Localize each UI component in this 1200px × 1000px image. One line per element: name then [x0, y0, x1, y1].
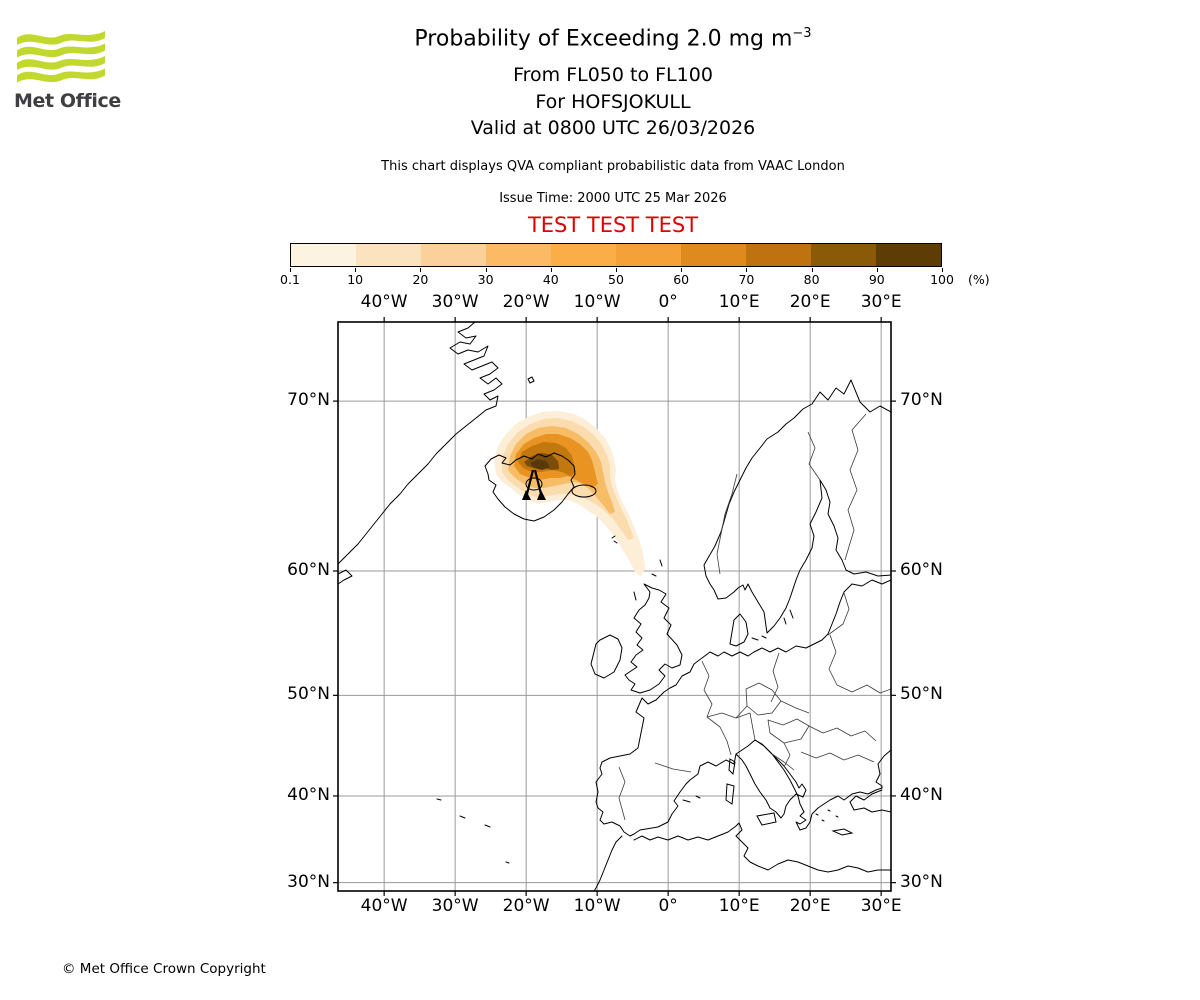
lon-label-top: 20°W: [502, 292, 550, 312]
lat-label-left: 30°N: [287, 871, 330, 892]
colorbar-tick: [485, 268, 487, 272]
lon-label-top: 30°W: [431, 292, 479, 312]
ash-plume: [494, 411, 645, 576]
colorbar-tick: [420, 268, 422, 272]
colorbar-tick-label: 10: [347, 272, 364, 287]
graticule: [338, 322, 891, 891]
lon-label-bottom: 30°W: [431, 896, 479, 916]
colorbar-tick-label: 80: [803, 272, 820, 287]
test-banner: TEST TEST TEST: [527, 213, 699, 237]
lat-label-right: 30°N: [900, 871, 943, 892]
colorbar-tick-label: 50: [608, 272, 624, 287]
plume-level-90: [530, 459, 550, 470]
lat-label-left: 40°N: [287, 784, 330, 805]
lat-label-right: 50°N: [900, 684, 943, 705]
lon-label-bottom: 40°W: [360, 896, 408, 916]
colorbar-tick: [876, 268, 878, 272]
lat-label-right: 70°N: [900, 390, 943, 411]
colorbar-segment: [811, 244, 876, 266]
title-text: Probability of Exceeding 2.0 mg m: [414, 26, 793, 52]
colorbar-segment: [681, 244, 746, 266]
map-canvas: [333, 317, 896, 896]
country-borders: [618, 413, 892, 821]
lat-label-right: 40°N: [900, 784, 943, 805]
colorbar-tick-label: 0.1: [280, 272, 300, 287]
met-office-logo: [15, 28, 135, 88]
lat-label-left: 50°N: [287, 684, 330, 705]
map-frame: [337, 321, 892, 892]
colorbar-segment: [551, 244, 616, 266]
colorbar-tick: [681, 268, 683, 272]
lon-label-top: 20°E: [789, 292, 831, 312]
colorbar-segment: [291, 244, 356, 266]
lon-label-bottom: 10°W: [573, 896, 621, 916]
colorbar-tick-label: 40: [542, 272, 559, 287]
map-axis-ticks: [333, 317, 896, 896]
colorbar-tick-label: 30: [477, 272, 494, 287]
lon-label-top: 10°W: [573, 292, 621, 312]
colorbar-segment: [486, 244, 551, 266]
met-office-logo-text: Met Office: [14, 90, 121, 112]
colorbar-tick: [616, 268, 617, 272]
lon-label-bottom: 30°E: [860, 896, 902, 916]
colorbar-segment: [616, 244, 681, 266]
copyright-notice: © Met Office Crown Copyright: [62, 961, 266, 977]
colorbar-tick: [942, 268, 943, 272]
subtitle-volcano: For HOFSJOKULL: [535, 91, 691, 113]
subtitle-valid-time: Valid at 0800 UTC 26/03/2026: [470, 117, 756, 139]
colorbar-tick: [355, 268, 357, 272]
small-islands: [436, 535, 854, 864]
probability-colorbar: [290, 243, 942, 267]
title-exponent: −3: [792, 26, 812, 41]
colorbar-tick: [550, 268, 552, 272]
colorbar-segment: [876, 244, 941, 266]
lat-label-left: 60°N: [287, 560, 330, 580]
lon-label-bottom: 20°W: [502, 896, 550, 916]
qva-note: This chart displays QVA compliant probab…: [381, 159, 845, 174]
lon-label-top: 10°E: [718, 292, 760, 312]
lon-label-bottom: 10°E: [718, 896, 760, 916]
issue-time: Issue Time: 2000 UTC 25 Mar 2026: [499, 191, 727, 206]
met-office-waves-icon: [17, 31, 105, 83]
colorbar-unit-label: (%): [968, 272, 990, 287]
coastlines: [337, 321, 892, 892]
colorbar-tick: [746, 268, 748, 272]
colorbar-tick: [290, 268, 291, 272]
colorbar-tick-label: 100: [930, 272, 954, 287]
colorbar-segment: [356, 244, 421, 266]
lat-label-right: 60°N: [900, 560, 943, 580]
colorbar-tick-label: 70: [738, 272, 755, 287]
volcano-icon: [522, 469, 546, 500]
colorbar-segment: [421, 244, 486, 266]
colorbar-tick: [811, 268, 813, 272]
lon-label-bottom: 0°: [658, 896, 678, 916]
lat-label-left: 70°N: [287, 390, 330, 411]
colorbar-tick-label: 60: [673, 272, 690, 287]
lon-label-top: 0°: [658, 292, 678, 312]
subtitle-flight-levels: From FL050 to FL100: [513, 64, 713, 86]
colorbar-tick-label: 20: [412, 272, 429, 287]
lon-label-top: 40°W: [360, 292, 408, 312]
lon-label-top: 30°E: [860, 292, 902, 312]
page-title: Probability of Exceeding 2.0 mg m−3: [0, 26, 1200, 51]
colorbar-tick-label: 90: [868, 272, 885, 287]
colorbar-segment: [746, 244, 811, 266]
lon-label-bottom: 20°E: [789, 896, 831, 916]
